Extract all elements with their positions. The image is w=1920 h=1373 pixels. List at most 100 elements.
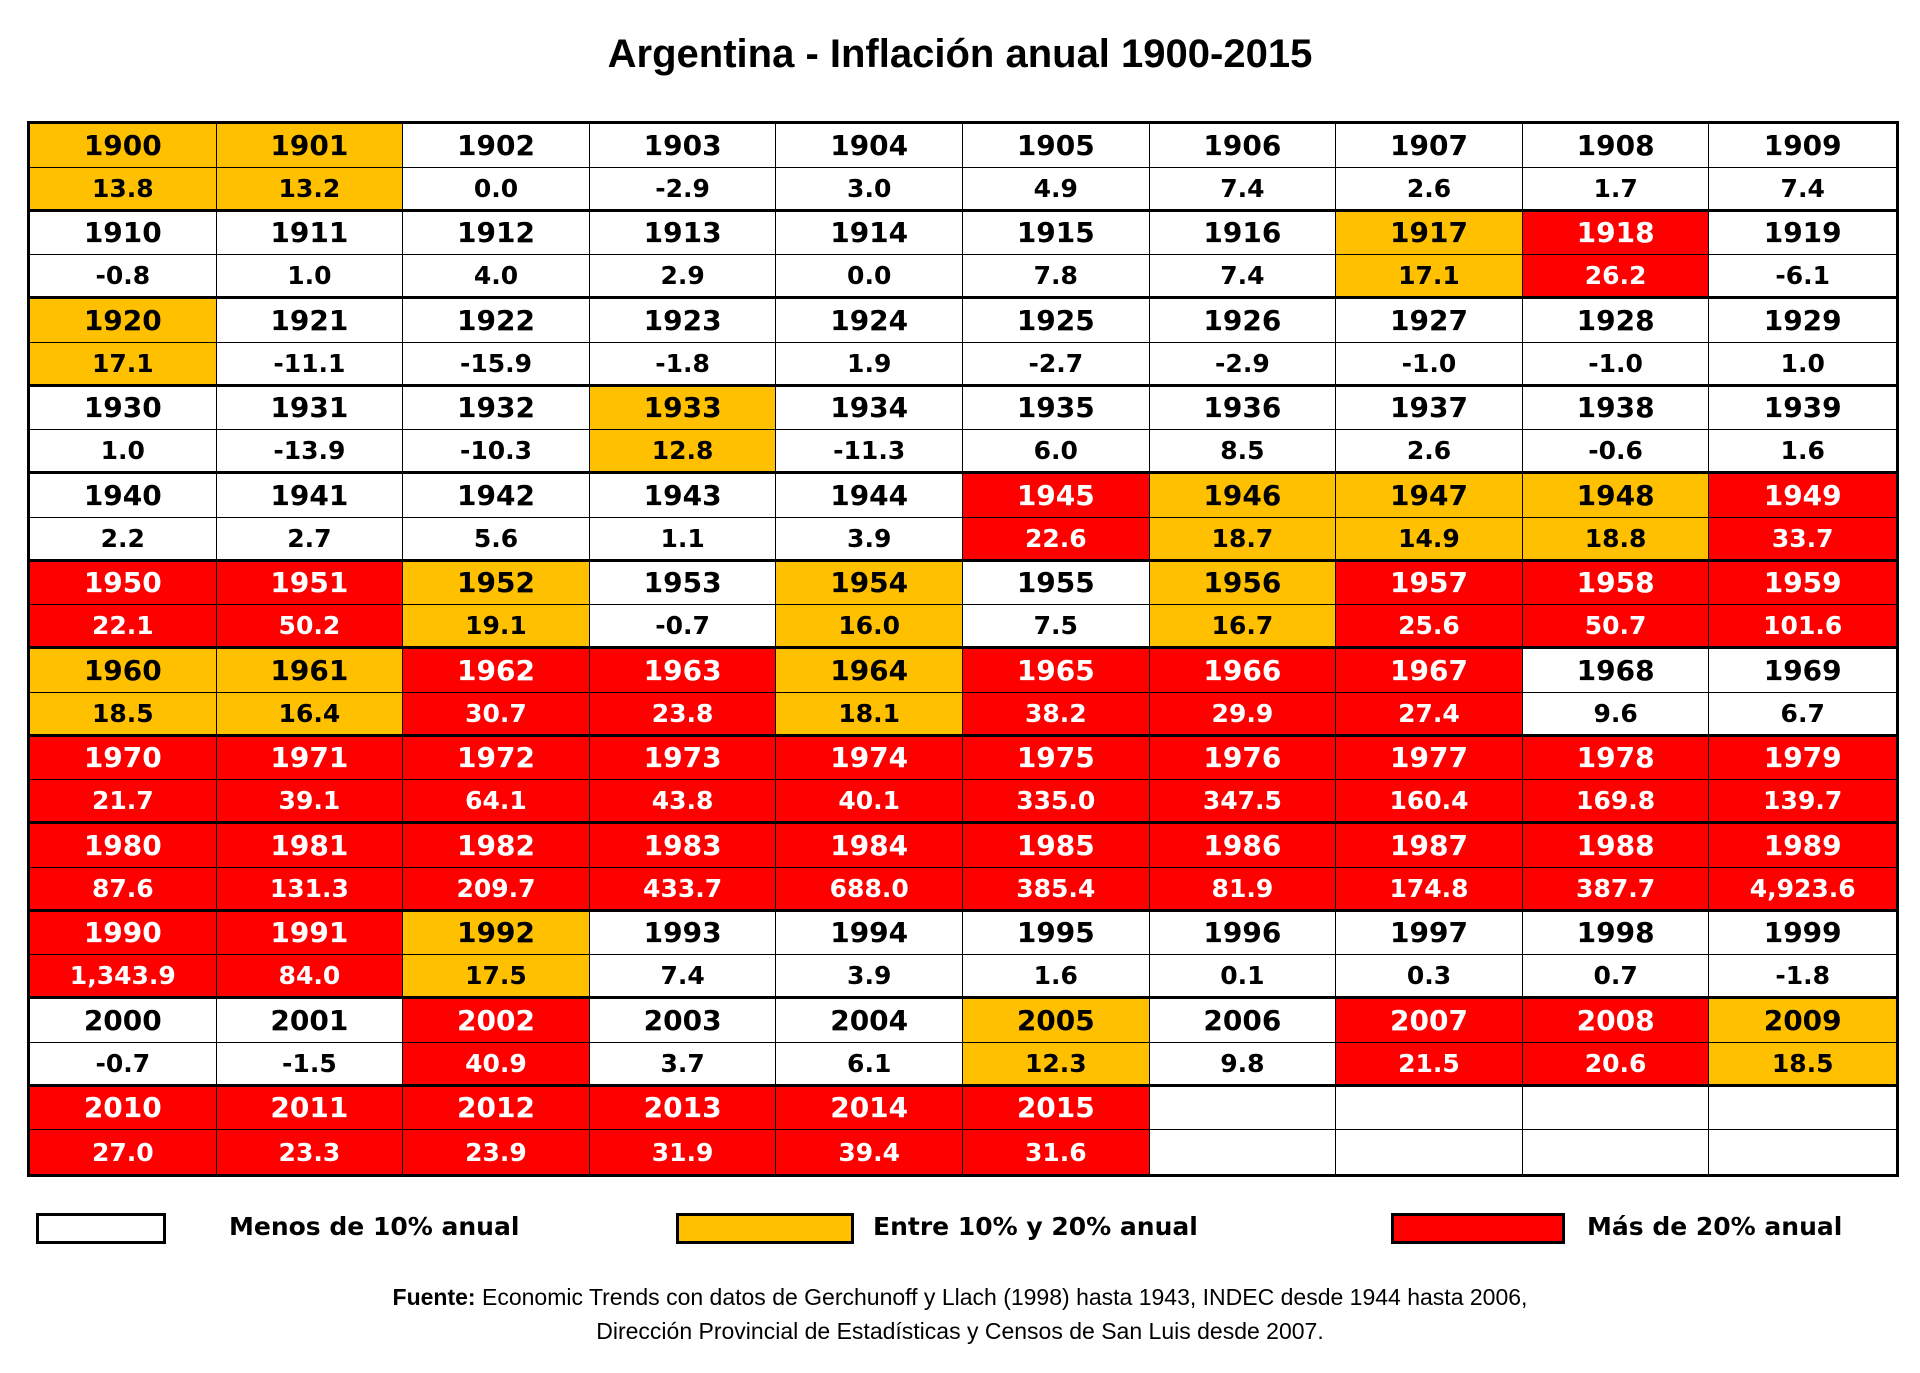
year-label-2004: 2004 xyxy=(776,999,963,1043)
inflation-value-1971: 39.1 xyxy=(216,780,404,824)
empty-cell xyxy=(1336,1086,1523,1131)
year-label-1947: 1947 xyxy=(1336,474,1523,518)
year-label-1920: 1920 xyxy=(30,299,217,343)
inflation-value-1924: 1.9 xyxy=(776,342,963,387)
inflation-value-1917: 17.1 xyxy=(1336,255,1523,299)
year-label-2010: 2010 xyxy=(30,1086,217,1131)
year-label-1995: 1995 xyxy=(963,911,1150,956)
year-label-1998: 1998 xyxy=(1522,911,1710,956)
inflation-value-2015: 31.6 xyxy=(963,1130,1150,1174)
inflation-value-1931: -13.9 xyxy=(216,430,404,474)
inflation-value-1960: 18.5 xyxy=(30,692,217,737)
inflation-value-2007: 21.5 xyxy=(1336,1042,1523,1087)
year-label-2001: 2001 xyxy=(216,999,404,1043)
inflation-value-1946: 18.7 xyxy=(1149,517,1337,562)
year-label-1956: 1956 xyxy=(1149,561,1337,606)
year-label-1984: 1984 xyxy=(776,824,963,868)
inflation-value-2013: 31.9 xyxy=(589,1130,777,1174)
inflation-value-2006: 9.8 xyxy=(1149,1042,1337,1087)
inflation-value-1902: 0.0 xyxy=(403,167,590,212)
year-label-1960: 1960 xyxy=(30,649,217,693)
year-label-1964: 1964 xyxy=(776,649,963,693)
inflation-value-1914: 0.0 xyxy=(776,255,963,299)
year-label-1903: 1903 xyxy=(589,124,777,168)
inflation-value-1997: 0.3 xyxy=(1336,955,1523,999)
inflation-value-1959: 101.6 xyxy=(1709,605,1896,649)
empty-cell xyxy=(1709,1086,1896,1131)
inflation-value-1981: 131.3 xyxy=(216,867,404,912)
year-label-1977: 1977 xyxy=(1336,736,1523,781)
year-label-1972: 1972 xyxy=(403,736,590,781)
year-label-1990: 1990 xyxy=(30,911,217,956)
year-label-1905: 1905 xyxy=(963,124,1150,168)
year-label-1924: 1924 xyxy=(776,299,963,343)
source-line-2: Dirección Provincial de Estadísticas y C… xyxy=(596,1318,1324,1344)
inflation-value-1935: 6.0 xyxy=(963,430,1150,474)
year-label-1957: 1957 xyxy=(1336,561,1523,606)
inflation-value-1961: 16.4 xyxy=(216,692,404,737)
year-label-1926: 1926 xyxy=(1149,299,1337,343)
year-label-1983: 1983 xyxy=(589,824,777,868)
year-label-1929: 1929 xyxy=(1709,299,1896,343)
year-label-1951: 1951 xyxy=(216,561,404,606)
inflation-value-2011: 23.3 xyxy=(216,1130,404,1174)
year-label-1986: 1986 xyxy=(1149,824,1337,868)
year-label-1992: 1992 xyxy=(403,911,590,956)
empty-cell xyxy=(1149,1130,1337,1174)
inflation-value-1930: 1.0 xyxy=(30,430,217,474)
year-label-1938: 1938 xyxy=(1522,386,1710,431)
year-label-1935: 1935 xyxy=(963,386,1150,431)
year-label-1980: 1980 xyxy=(30,824,217,868)
inflation-value-1966: 29.9 xyxy=(1149,692,1337,737)
inflation-value-1918: 26.2 xyxy=(1522,255,1710,299)
inflation-value-1948: 18.8 xyxy=(1522,517,1710,562)
inflation-value-2002: 40.9 xyxy=(403,1042,590,1087)
inflation-value-1919: -6.1 xyxy=(1709,255,1896,299)
year-label-1953: 1953 xyxy=(589,561,777,606)
inflation-value-1900: 13.8 xyxy=(30,167,217,212)
inflation-value-2008: 20.6 xyxy=(1522,1042,1710,1087)
inflation-value-1915: 7.8 xyxy=(963,255,1150,299)
inflation-value-1921: -11.1 xyxy=(216,342,404,387)
year-label-1932: 1932 xyxy=(403,386,590,431)
inflation-value-1992: 17.5 xyxy=(403,955,590,999)
year-label-1902: 1902 xyxy=(403,124,590,168)
inflation-value-1939: 1.6 xyxy=(1709,430,1896,474)
year-label-1994: 1994 xyxy=(776,911,963,956)
year-label-1966: 1966 xyxy=(1149,649,1337,693)
year-label-1927: 1927 xyxy=(1336,299,1523,343)
year-label-1931: 1931 xyxy=(216,386,404,431)
year-label-1976: 1976 xyxy=(1149,736,1337,781)
year-label-1915: 1915 xyxy=(963,211,1150,256)
inflation-value-1974: 40.1 xyxy=(776,780,963,824)
inflation-value-1903: -2.9 xyxy=(589,167,777,212)
inflation-value-1950: 22.1 xyxy=(30,605,217,649)
inflation-value-1932: -10.3 xyxy=(403,430,590,474)
inflation-value-1937: 2.6 xyxy=(1336,430,1523,474)
year-label-1952: 1952 xyxy=(403,561,590,606)
year-label-1968: 1968 xyxy=(1522,649,1710,693)
inflation-value-1911: 1.0 xyxy=(216,255,404,299)
inflation-value-1963: 23.8 xyxy=(589,692,777,737)
legend-label-mid: Entre 10% y 20% anual xyxy=(873,1212,1198,1241)
year-label-1958: 1958 xyxy=(1522,561,1710,606)
year-label-1944: 1944 xyxy=(776,474,963,518)
inflation-value-1988: 387.7 xyxy=(1522,867,1710,912)
inflation-value-1979: 139.7 xyxy=(1709,780,1896,824)
inflation-value-1962: 30.7 xyxy=(403,692,590,737)
year-label-1991: 1991 xyxy=(216,911,404,956)
year-label-1909: 1909 xyxy=(1709,124,1896,168)
year-label-1962: 1962 xyxy=(403,649,590,693)
inflation-value-1906: 7.4 xyxy=(1149,167,1337,212)
inflation-value-1967: 27.4 xyxy=(1336,692,1523,737)
inflation-value-1944: 3.9 xyxy=(776,517,963,562)
inflation-value-1916: 7.4 xyxy=(1149,255,1337,299)
year-label-1963: 1963 xyxy=(589,649,777,693)
inflation-value-2005: 12.3 xyxy=(963,1042,1150,1087)
legend-label-low: Menos de 10% anual xyxy=(229,1212,520,1241)
inflation-value-1972: 64.1 xyxy=(403,780,590,824)
year-label-1936: 1936 xyxy=(1149,386,1337,431)
year-label-1955: 1955 xyxy=(963,561,1150,606)
inflation-value-1956: 16.7 xyxy=(1149,605,1337,649)
inflation-value-1986: 81.9 xyxy=(1149,867,1337,912)
